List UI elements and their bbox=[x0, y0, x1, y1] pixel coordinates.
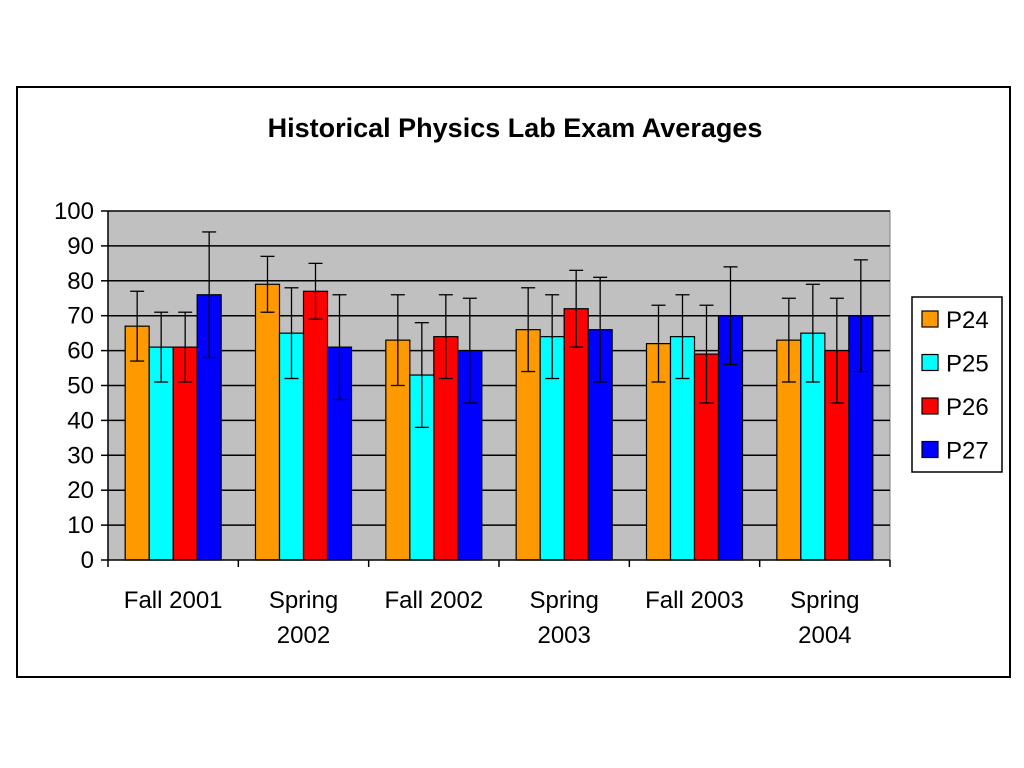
bar bbox=[302, 290, 329, 561]
x-tick-label: Fall 2001 bbox=[124, 587, 223, 614]
x-tick-label: Spring bbox=[529, 587, 598, 614]
y-tick-label: 70 bbox=[67, 303, 94, 330]
legend-swatch bbox=[921, 353, 939, 372]
legend-label: P25 bbox=[946, 351, 989, 378]
chart-title: Historical Physics Lab Exam Averages bbox=[268, 113, 763, 143]
legend: P24 P25 P26 P27 bbox=[911, 296, 1003, 473]
legend-swatch bbox=[921, 397, 939, 415]
y-tick-label: 0 bbox=[81, 547, 94, 574]
y-tick-label: 10 bbox=[67, 512, 94, 539]
legend-label: P27 bbox=[946, 438, 989, 465]
y-tick-label: 100 bbox=[54, 198, 94, 225]
y-tick-label: 20 bbox=[67, 477, 94, 504]
y-tick-label: 40 bbox=[67, 407, 94, 434]
x-tick-label: Fall 2003 bbox=[645, 587, 744, 614]
y-tick-label: 80 bbox=[67, 268, 94, 295]
x-tick-label: 2002 bbox=[277, 622, 330, 649]
bar bbox=[254, 283, 281, 561]
legend-label: P24 bbox=[946, 307, 989, 334]
y-tick-label: 50 bbox=[67, 373, 94, 400]
legend-label: P26 bbox=[946, 394, 989, 421]
y-tick-label: 90 bbox=[67, 233, 94, 260]
y-tick-label: 60 bbox=[67, 338, 94, 365]
x-tick-label: Spring bbox=[790, 587, 859, 614]
plot-area: 0 10 20 30 40 50 60 70 80 90 100 Fall 2001 Spring 200… bbox=[54, 198, 891, 649]
x-tick-label: 2003 bbox=[537, 622, 590, 649]
y-tick-label: 30 bbox=[67, 442, 94, 469]
legend-swatch bbox=[921, 440, 939, 459]
x-tick-label: Fall 2002 bbox=[384, 587, 483, 614]
x-tick-label: 2004 bbox=[798, 622, 851, 649]
x-tick-label: Spring bbox=[269, 587, 338, 614]
legend-swatch bbox=[921, 310, 939, 328]
